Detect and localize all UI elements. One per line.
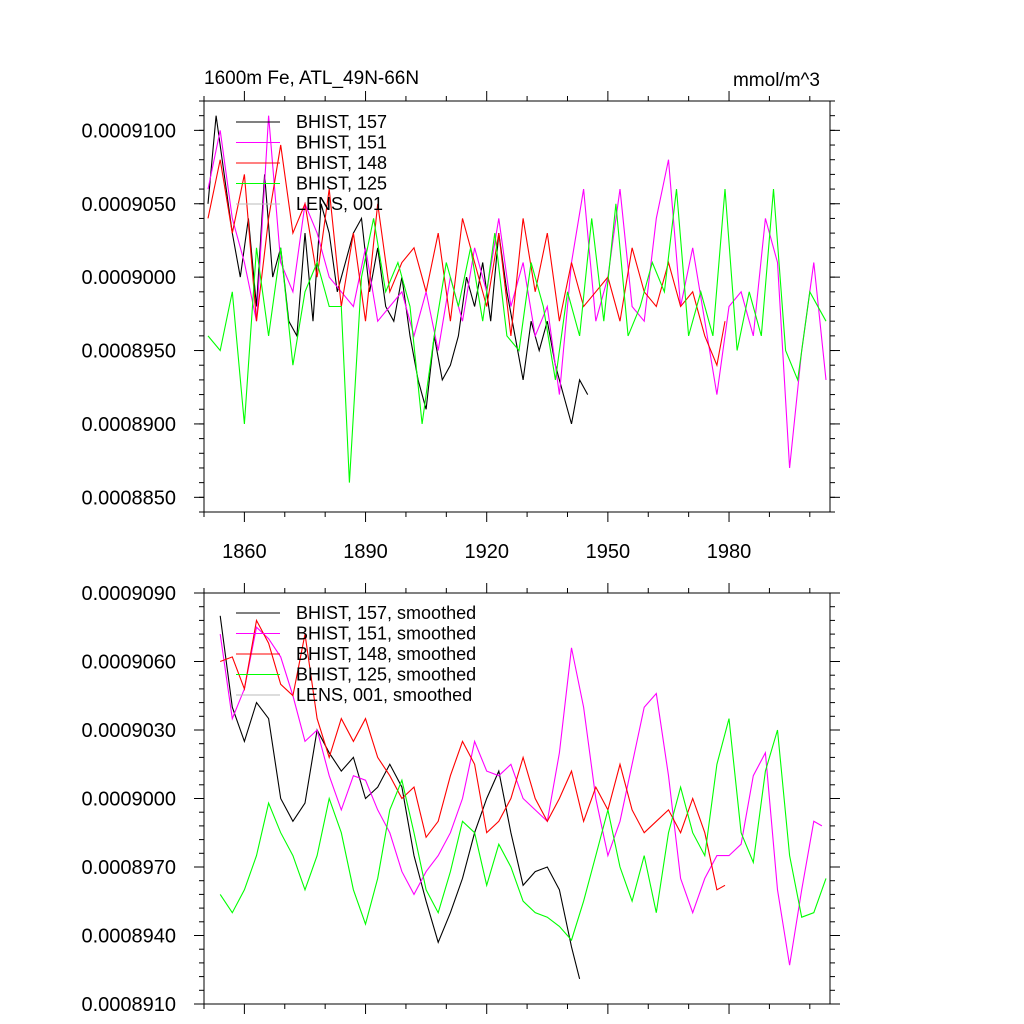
y-tick-label: 0.0009090 [81, 583, 176, 605]
series-line [220, 618, 726, 891]
legend-label: BHIST, 148 [296, 153, 387, 173]
top-series-group [207, 115, 827, 483]
y-tick-label: 0.0009000 [81, 789, 176, 811]
legend-label: LENS, 001 [296, 194, 383, 214]
x-tick-label: 1860 [222, 541, 267, 563]
x-tick-label: 1920 [464, 541, 509, 563]
legend-label: BHIST, 125 [296, 174, 387, 194]
series-line [207, 115, 827, 469]
y-tick-label: 0.0008970 [81, 857, 176, 879]
legend-label: BHIST, 157, smoothed [296, 603, 476, 623]
legend-label: BHIST, 125, smoothed [296, 665, 476, 685]
legend-label: BHIST, 151, smoothed [296, 624, 476, 644]
legend-label: BHIST, 148, smoothed [296, 644, 476, 664]
y-tick-label: 0.0009100 [81, 120, 176, 142]
x-tick-label: 1890 [343, 541, 388, 563]
x-tick-label: 1980 [707, 541, 752, 563]
top-axis-ticks: 0.0008850 0.0008900 0.0008950 0.0009000 0.00… [81, 91, 840, 563]
chart-title: 1600m Fe, ATL_49N-66N [204, 68, 419, 89]
x-tick-label: 1950 [586, 541, 631, 563]
y-tick-label: 0.0009000 [81, 267, 176, 289]
y-tick-label: 0.0009060 [81, 652, 176, 674]
y-tick-label: 0.0008950 [81, 341, 176, 363]
legend-label: LENS, 001, smoothed [296, 685, 472, 705]
legend-label: BHIST, 151 [296, 133, 387, 153]
y-tick-label: 0.0008940 [81, 926, 176, 948]
top-panel: 1600m Fe, ATL_49N-66N mmol/m^3 0.0008850… [81, 68, 840, 563]
series-line [219, 718, 827, 942]
series-line [207, 189, 827, 483]
y-tick-label: 0.0008900 [81, 414, 176, 436]
bottom-axis-ticks: 0.0008910 0.0008940 0.0008970 0.0009000 0.00… [81, 583, 840, 1016]
y-tick-label: 0.0008850 [81, 487, 176, 509]
y-tick-label: 0.0009030 [81, 720, 176, 742]
series-line [207, 144, 726, 368]
legend-label: BHIST, 157 [296, 112, 387, 132]
bottom-panel: 0.0008910 0.0008940 0.0008970 0.0009000 0.00… [81, 583, 840, 1016]
series-line [219, 615, 581, 980]
units-label: mmol/m^3 [733, 70, 820, 91]
y-tick-label: 0.0009050 [81, 194, 176, 216]
y-tick-label: 0.0008910 [81, 994, 176, 1016]
series-line [207, 115, 589, 425]
series-line [219, 626, 823, 966]
bottom-series-group [219, 615, 827, 980]
